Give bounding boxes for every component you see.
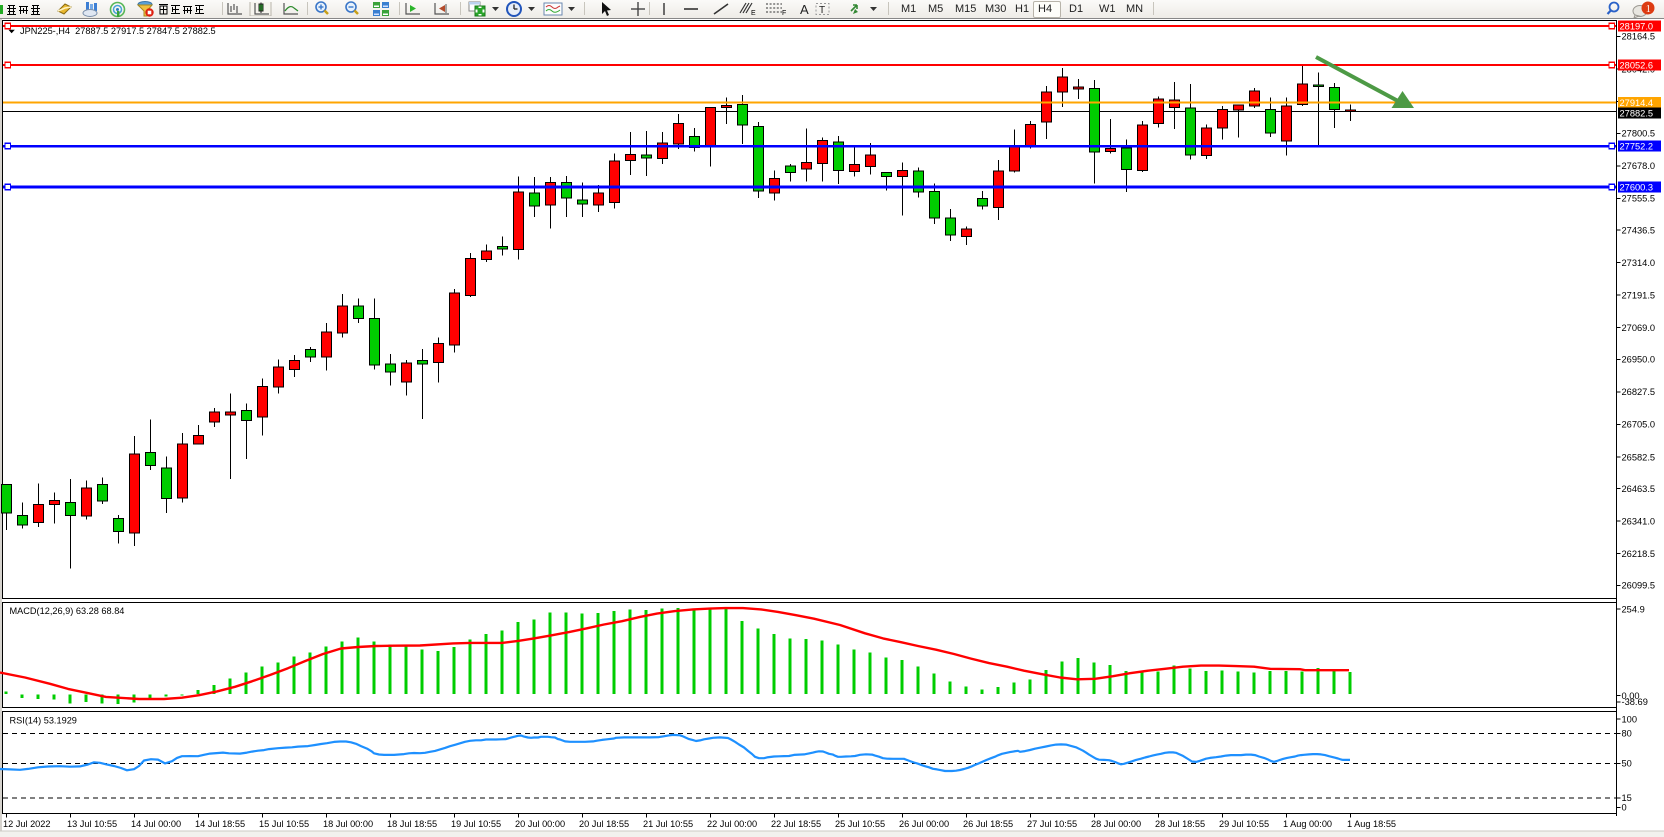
svg-text:26705.0: 26705.0 bbox=[1622, 420, 1656, 430]
svg-text:100: 100 bbox=[1622, 714, 1638, 724]
svg-text:E: E bbox=[751, 10, 756, 17]
svg-text:27436.5: 27436.5 bbox=[1622, 225, 1656, 235]
svg-text:27555.5: 27555.5 bbox=[1622, 194, 1656, 204]
svg-text:19 Jul 10:55: 19 Jul 10:55 bbox=[451, 819, 501, 829]
svg-text:27800.5: 27800.5 bbox=[1622, 129, 1656, 139]
svg-text:26582.5: 26582.5 bbox=[1622, 452, 1656, 462]
svg-text:RSI(14) 53.1929: RSI(14) 53.1929 bbox=[10, 716, 77, 726]
svg-text:T: T bbox=[819, 5, 825, 16]
svg-text:26950.0: 26950.0 bbox=[1622, 355, 1656, 365]
svg-text:14 Jul 00:00: 14 Jul 00:00 bbox=[131, 819, 181, 829]
svg-text:27752.2: 27752.2 bbox=[1620, 142, 1654, 152]
svg-text:MACD(12,26,9) 63.28 68.84: MACD(12,26,9) 63.28 68.84 bbox=[10, 606, 125, 616]
svg-text:50: 50 bbox=[1622, 759, 1632, 769]
svg-text:26 Jul 18:55: 26 Jul 18:55 bbox=[963, 819, 1013, 829]
svg-text:21 Jul 10:55: 21 Jul 10:55 bbox=[643, 819, 693, 829]
svg-text:27314.0: 27314.0 bbox=[1622, 258, 1656, 268]
svg-text:26 Jul 00:00: 26 Jul 00:00 bbox=[899, 819, 949, 829]
svg-text:26218.5: 26218.5 bbox=[1622, 549, 1656, 559]
svg-text:22 Jul 18:55: 22 Jul 18:55 bbox=[771, 819, 821, 829]
svg-text:27882.5: 27882.5 bbox=[1620, 108, 1654, 118]
svg-text:20 Jul 00:00: 20 Jul 00:00 bbox=[515, 819, 565, 829]
svg-text:15 Jul 10:55: 15 Jul 10:55 bbox=[259, 819, 309, 829]
svg-text:1 Aug 00:00: 1 Aug 00:00 bbox=[1283, 819, 1332, 829]
svg-text:15: 15 bbox=[1622, 793, 1632, 803]
svg-text:JPN225-,H4 27887.5 27917.5 27: JPN225-,H4 27887.5 27917.5 27847.5 27882… bbox=[20, 26, 216, 36]
svg-text:20 Jul 18:55: 20 Jul 18:55 bbox=[579, 819, 629, 829]
svg-text:27914.4: 27914.4 bbox=[1620, 98, 1654, 108]
svg-text:22 Jul 00:00: 22 Jul 00:00 bbox=[707, 819, 757, 829]
svg-text:27678.0: 27678.0 bbox=[1622, 161, 1656, 171]
svg-text:28052.6: 28052.6 bbox=[1620, 60, 1654, 70]
svg-text:0: 0 bbox=[1622, 803, 1627, 813]
svg-text:A: A bbox=[800, 2, 809, 17]
svg-text:27600.3: 27600.3 bbox=[1620, 183, 1654, 193]
svg-text:27191.5: 27191.5 bbox=[1622, 291, 1656, 301]
svg-text:27069.0: 27069.0 bbox=[1622, 323, 1656, 333]
svg-text:1: 1 bbox=[1646, 4, 1651, 15]
svg-text:14 Jul 18:55: 14 Jul 18:55 bbox=[195, 819, 245, 829]
svg-text:1 Aug 18:55: 1 Aug 18:55 bbox=[1347, 819, 1396, 829]
svg-text:12 Jul 2022: 12 Jul 2022 bbox=[3, 819, 51, 829]
svg-text:28164.5: 28164.5 bbox=[1622, 32, 1656, 42]
svg-text:28 Jul 00:00: 28 Jul 00:00 bbox=[1091, 819, 1141, 829]
svg-text:29 Jul 10:55: 29 Jul 10:55 bbox=[1219, 819, 1269, 829]
svg-text:-38.69: -38.69 bbox=[1622, 697, 1648, 707]
svg-text:26827.5: 26827.5 bbox=[1622, 387, 1656, 397]
svg-text:0.00: 0.00 bbox=[1622, 691, 1640, 701]
svg-text:80: 80 bbox=[1622, 729, 1632, 739]
svg-text:18 Jul 18:55: 18 Jul 18:55 bbox=[387, 819, 437, 829]
svg-text:28197.0: 28197.0 bbox=[1620, 22, 1654, 32]
svg-text:27 Jul 10:55: 27 Jul 10:55 bbox=[1027, 819, 1077, 829]
svg-text:254.9: 254.9 bbox=[1622, 604, 1645, 614]
svg-text:F: F bbox=[782, 10, 786, 17]
svg-text:26341.0: 26341.0 bbox=[1622, 517, 1656, 527]
svg-text:26099.5: 26099.5 bbox=[1622, 581, 1656, 591]
svg-text:26463.5: 26463.5 bbox=[1622, 484, 1656, 494]
svg-text:25 Jul 10:55: 25 Jul 10:55 bbox=[835, 819, 885, 829]
svg-text:13 Jul 10:55: 13 Jul 10:55 bbox=[67, 819, 117, 829]
svg-text:18 Jul 00:00: 18 Jul 00:00 bbox=[323, 819, 373, 829]
svg-text:28 Jul 18:55: 28 Jul 18:55 bbox=[1155, 819, 1205, 829]
